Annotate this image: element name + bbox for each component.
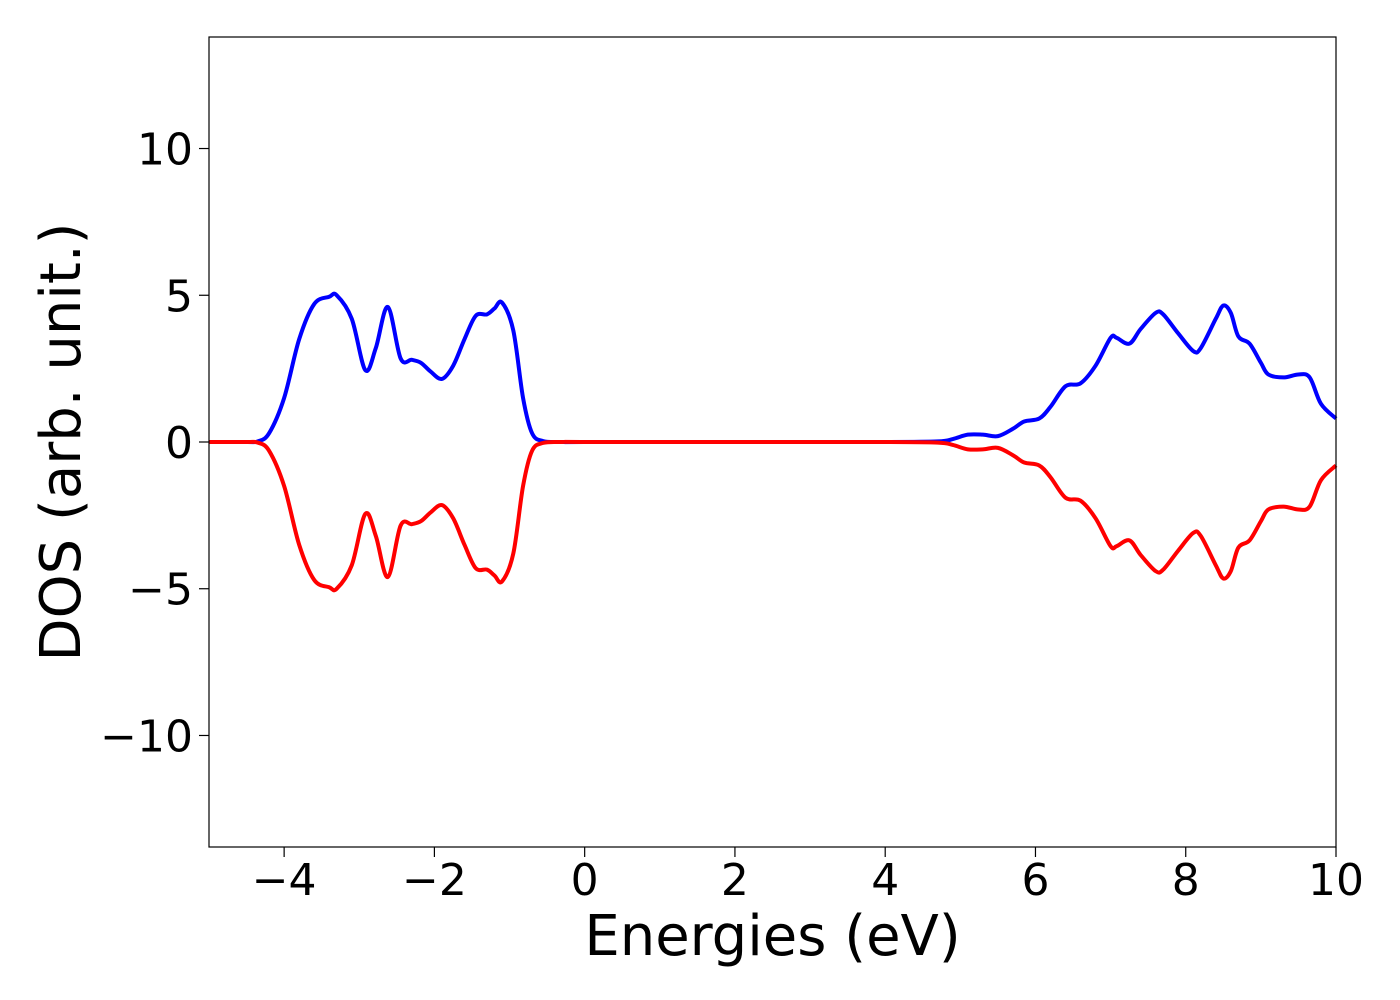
series-layer <box>208 291 1338 593</box>
y-tick-label: 5 <box>165 271 193 322</box>
x-tick-label: 2 <box>721 855 749 906</box>
x-tick-label: 4 <box>871 855 899 906</box>
x-tick-label: −2 <box>402 855 467 906</box>
x-tick-label: 6 <box>1021 855 1049 906</box>
x-tick-label: 10 <box>1308 855 1364 906</box>
y-tick-label: 10 <box>137 125 193 176</box>
x-axis-ticks: −4 −2 0 2 4 6 8 10 <box>252 847 1364 906</box>
x-axis-label: Energies (eV) <box>584 904 960 969</box>
y-axis-label: DOS (arb. unit.) <box>29 222 94 661</box>
y-axis-ticks: −10 −5 0 5 10 <box>100 125 209 762</box>
y-tick-label: −10 <box>100 711 193 762</box>
x-tick-label: 8 <box>1172 855 1200 906</box>
y-tick-label: 0 <box>165 418 193 469</box>
dos-series-1-line <box>208 439 1338 593</box>
x-tick-label: 0 <box>571 855 599 906</box>
y-tick-label: −5 <box>128 565 193 616</box>
x-tick-label: −4 <box>252 855 317 906</box>
